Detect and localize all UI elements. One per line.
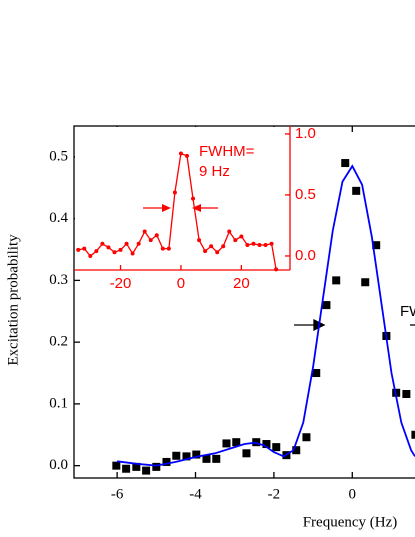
inset: -20 0 20 0.0 0.5 1.0 FWHM= 9 Hz — [74, 125, 316, 292]
inset-point — [251, 241, 256, 246]
inset-point — [160, 246, 165, 251]
data-point — [112, 461, 121, 470]
inset-line — [78, 152, 277, 270]
inset-y-tick-label: 0.5 — [295, 186, 316, 203]
inset-point — [172, 190, 177, 195]
data-point — [302, 433, 311, 442]
x-tick-label: 0 — [349, 486, 357, 502]
inset-point — [245, 242, 250, 247]
inset-annotation: 9 Hz — [199, 163, 230, 180]
inset-x-tick-label: 0 — [177, 275, 185, 292]
data-point — [352, 186, 361, 195]
data-point — [341, 159, 350, 168]
data-point — [361, 278, 370, 287]
inset-point — [130, 251, 135, 256]
inset-point — [88, 253, 93, 258]
x-axis-label: Frequency (Hz) — [303, 514, 398, 530]
x-tick-label: -4 — [189, 486, 202, 502]
data-point — [292, 446, 301, 455]
inset-point — [106, 245, 111, 250]
data-point — [262, 440, 271, 449]
y-tick-label: 0.5 — [49, 148, 68, 164]
data-point — [192, 450, 201, 459]
inset-point — [82, 246, 87, 251]
data-point — [152, 462, 161, 471]
inset-point — [94, 249, 99, 254]
inset-annotation: FWHM= — [199, 143, 255, 160]
data-point — [272, 443, 281, 452]
inset-x-tick-label: 20 — [233, 275, 250, 292]
y-tick-label: 0.2 — [49, 334, 68, 350]
inset-x-tick-label: -20 — [110, 275, 132, 292]
data-point — [411, 430, 415, 439]
y-tick-label: 0.1 — [49, 395, 68, 411]
inset-point — [142, 229, 147, 234]
data-point — [202, 454, 211, 463]
inset-point — [215, 250, 220, 255]
data-point — [402, 390, 411, 399]
inset-background — [75, 127, 290, 270]
x-tick-label: -2 — [268, 486, 281, 502]
inset-point — [221, 244, 226, 249]
y-tick-label: 0.0 — [49, 457, 68, 473]
inset-point — [239, 234, 244, 239]
data-point — [242, 449, 251, 458]
inset-point — [124, 241, 129, 246]
data-point — [232, 438, 241, 447]
data-point — [182, 452, 191, 461]
plot-frame — [73, 125, 415, 479]
x-tick-label: -6 — [111, 486, 124, 502]
inset-arrow-head — [192, 204, 201, 212]
data-point — [372, 241, 381, 250]
data-point — [322, 301, 331, 310]
data-point — [142, 466, 151, 475]
inset-point — [191, 196, 196, 201]
inset-point — [154, 233, 159, 238]
inset-y-tick-label: 0.0 — [295, 247, 316, 264]
inset-point — [100, 241, 105, 246]
data-point — [172, 451, 181, 460]
data-point — [312, 369, 321, 378]
y-tick-label: 0.3 — [49, 272, 68, 288]
inset-point — [269, 241, 274, 246]
data-point — [332, 276, 341, 285]
data-point — [252, 438, 261, 447]
inset-point — [112, 250, 117, 255]
inset-point — [233, 238, 238, 243]
inset-point — [136, 241, 141, 246]
inset-point — [178, 151, 183, 156]
inset-y-tick-label: 1.0 — [295, 125, 316, 142]
y-axis-label: Excitation probability — [5, 234, 21, 366]
fwhm-arrows — [294, 318, 415, 332]
data-point — [122, 464, 131, 473]
inset-point — [118, 247, 123, 252]
y-tick-label: 0.4 — [49, 210, 68, 226]
inset-point — [209, 244, 214, 249]
inset-point — [203, 249, 208, 254]
data-point — [132, 462, 141, 471]
inset-point — [76, 247, 81, 252]
inset-arrow-head — [162, 204, 171, 212]
inset-point — [257, 242, 262, 247]
data-point — [212, 454, 221, 463]
inset-point — [148, 238, 153, 243]
data-point — [222, 439, 231, 448]
inset-point — [166, 246, 171, 251]
annotation: FW — [400, 303, 415, 320]
fit-curve — [116, 164, 415, 467]
inset-point — [184, 153, 189, 158]
inset-point — [263, 242, 268, 247]
inset-point — [227, 229, 232, 234]
inset-point — [274, 267, 279, 272]
data-point — [162, 457, 171, 466]
inset-point — [197, 238, 202, 243]
